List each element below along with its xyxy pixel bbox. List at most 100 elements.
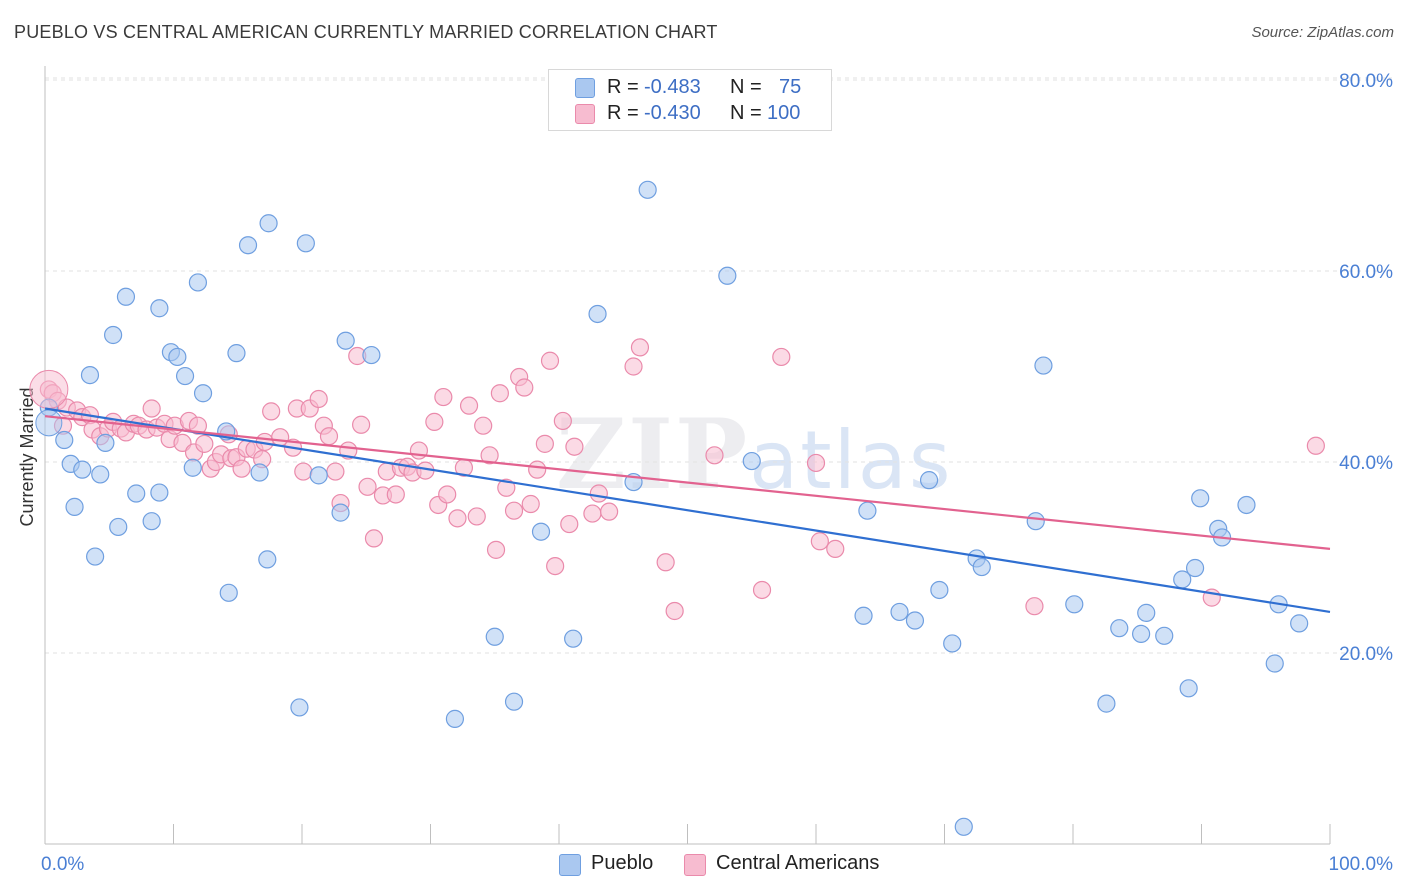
central-american-trendline xyxy=(44,415,1331,550)
pueblo-point xyxy=(718,266,737,285)
central-american-point xyxy=(535,434,554,453)
pueblo-point xyxy=(564,629,583,648)
pueblo-point xyxy=(35,409,63,437)
pueblo-point xyxy=(219,583,238,602)
y-tick-label: 60.0% xyxy=(1339,262,1393,283)
central-american-point xyxy=(142,399,161,418)
legend-series: Pueblo Central Americans xyxy=(0,852,1406,878)
central-american-point xyxy=(772,347,791,367)
pueblo-point xyxy=(116,287,136,306)
central-american-point xyxy=(521,494,540,514)
n-label: N = xyxy=(730,76,762,98)
pueblo-point xyxy=(1137,603,1156,622)
pueblo-point xyxy=(250,463,269,482)
central-american-point xyxy=(480,446,499,465)
central-american-point xyxy=(195,434,214,453)
central-american-point xyxy=(326,462,345,481)
central-american-point xyxy=(560,514,579,534)
pueblo-point xyxy=(742,451,761,471)
central-american-point xyxy=(624,357,643,376)
pueblo-point xyxy=(1034,356,1053,375)
pueblo-point xyxy=(150,483,169,502)
central-american-point xyxy=(504,501,524,520)
n-label: N = xyxy=(730,102,762,124)
central-american-point xyxy=(29,369,69,409)
central-american-point xyxy=(806,453,826,473)
n-value: 75 xyxy=(779,76,802,98)
central-american-point xyxy=(515,378,534,397)
source-credit: Source: ZipAtlas.com xyxy=(1251,24,1394,41)
r-value: -0.430 xyxy=(644,102,701,124)
pueblo-point xyxy=(858,501,877,520)
central-american-point xyxy=(540,351,560,370)
n-value: 100 xyxy=(767,102,801,124)
central-american-point xyxy=(810,532,829,551)
pueblo-point xyxy=(1065,595,1084,614)
pueblo-point xyxy=(919,471,939,490)
legend-stats: R = -0.483 N = 75 R = -0.430 N = 100 xyxy=(548,69,832,131)
central-american-point xyxy=(1025,597,1044,616)
central-american-point xyxy=(459,396,479,415)
central-american-point xyxy=(589,484,608,503)
pueblo-point xyxy=(188,273,208,292)
pueblo-point xyxy=(1237,495,1256,515)
legend-row-pueblo: R = -0.483 N = 75 xyxy=(549,75,831,101)
legend-label: Central Americans xyxy=(716,852,880,874)
legend-row-central: R = -0.430 N = 100 xyxy=(549,101,831,127)
central-american-point xyxy=(1306,436,1325,455)
pueblo-point xyxy=(331,503,350,522)
pueblo-swatch xyxy=(559,854,581,876)
chart-title: PUEBLO VS CENTRAL AMERICAN CURRENTLY MAR… xyxy=(14,22,718,42)
pueblo-point xyxy=(972,557,991,577)
central-american-point xyxy=(565,437,584,456)
pueblo-point xyxy=(91,465,110,484)
central-american-point xyxy=(309,389,328,409)
y-tick-label: 20.0% xyxy=(1339,644,1393,665)
central-american-point xyxy=(474,416,493,435)
x-tick-label: 100.0% xyxy=(1329,854,1394,875)
central-american-point xyxy=(600,502,619,521)
central-american-point xyxy=(438,485,457,504)
central-american-point xyxy=(546,556,565,576)
pueblo-point xyxy=(86,547,105,566)
pueblo-point xyxy=(227,344,246,363)
y-tick-label: 40.0% xyxy=(1339,453,1393,474)
central-american-point xyxy=(826,539,845,559)
central-american-point xyxy=(528,460,547,479)
pueblo-point xyxy=(109,517,128,537)
central-american-point xyxy=(630,338,650,357)
pueblo-point xyxy=(55,430,74,450)
central-american-point xyxy=(705,446,724,465)
pueblo-point xyxy=(1132,624,1151,644)
r-label: R = xyxy=(607,102,639,124)
central-american-point xyxy=(188,416,208,435)
pueblo-point xyxy=(504,692,524,711)
central-american-point xyxy=(497,478,516,497)
x-tick-label: 0.0% xyxy=(41,854,84,875)
r-value: -0.483 xyxy=(644,76,701,98)
pueblo-point xyxy=(104,325,123,345)
central-swatch xyxy=(684,854,706,876)
pueblo-point xyxy=(531,522,551,541)
central-american-point xyxy=(319,427,339,446)
central-american-point xyxy=(583,504,602,523)
pueblo-point xyxy=(65,497,84,516)
central-american-point xyxy=(294,462,313,481)
central-american-point xyxy=(232,459,251,478)
pueblo-point xyxy=(80,365,100,385)
pueblo-point xyxy=(1097,694,1116,713)
pueblo-point xyxy=(1179,679,1198,698)
pueblo-point xyxy=(1110,619,1129,638)
pueblo-point xyxy=(258,550,277,569)
pueblo-point xyxy=(854,606,873,625)
central-american-point xyxy=(752,580,772,600)
pueblo-point xyxy=(175,366,195,386)
central-american-point xyxy=(358,477,377,496)
pueblo-point xyxy=(930,580,949,600)
central-american-point xyxy=(425,412,444,431)
pueblo-point xyxy=(362,345,381,365)
central-swatch xyxy=(575,104,595,124)
pueblo-point xyxy=(1191,489,1210,508)
pueblo-point xyxy=(445,709,465,728)
